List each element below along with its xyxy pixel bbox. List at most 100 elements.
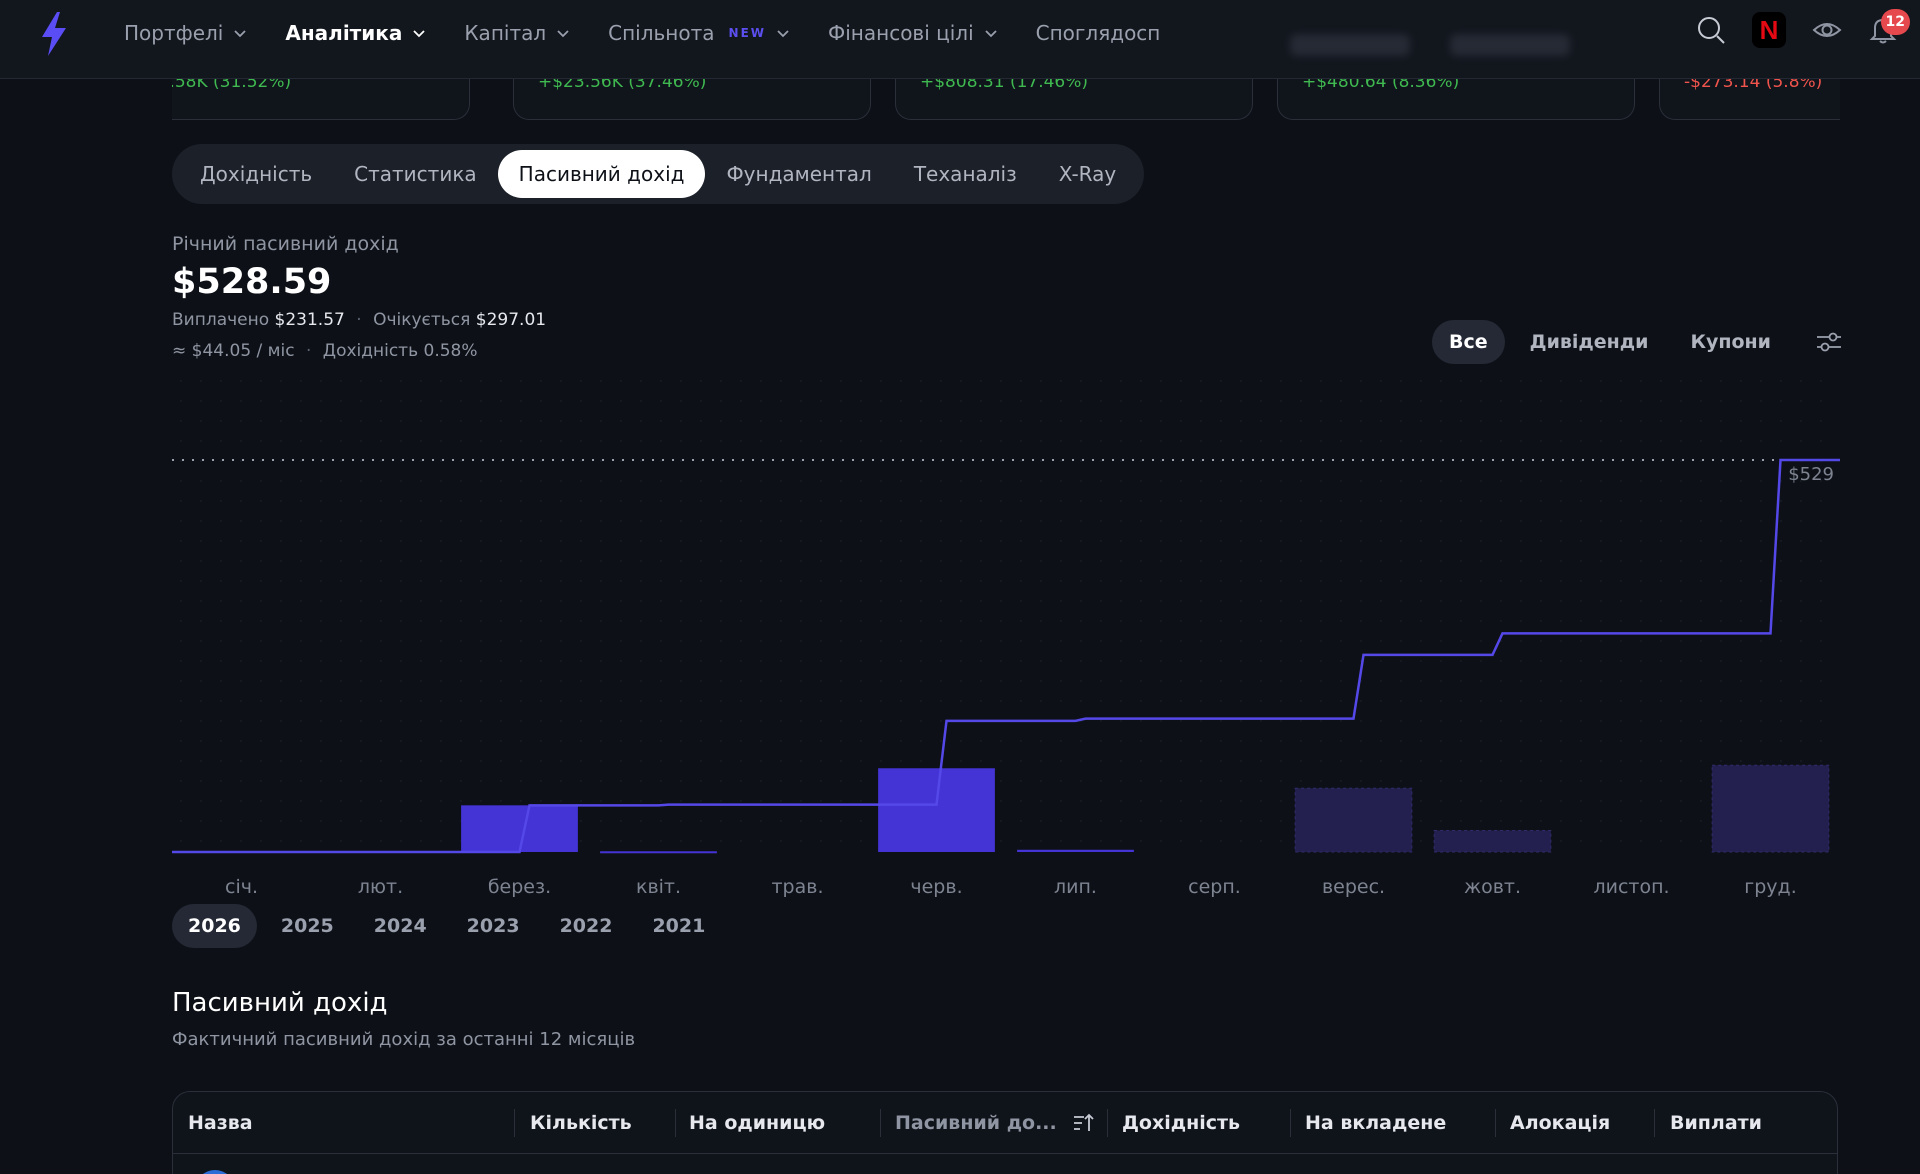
year-selector: 2026 2025 2024 2023 2022 2021 — [172, 904, 721, 948]
eye-icon[interactable] — [1812, 15, 1842, 45]
column-header-name[interactable]: Назва — [188, 1112, 253, 1134]
analytics-tabs: Дохідність Статистика Пасивний дохід Фун… — [172, 144, 1145, 204]
column-divider — [1290, 1109, 1291, 1137]
annual-income-total: $528.59 — [172, 262, 332, 302]
paid-income-bar[interactable] — [1017, 849, 1134, 852]
year-2021[interactable]: 2021 — [652, 915, 706, 937]
notification-count-badge: 12 — [1880, 9, 1910, 35]
nav-capital[interactable]: Капітал — [464, 21, 570, 45]
tab-x-ray[interactable]: X-Ray — [1058, 162, 1117, 186]
passive-income-chart: січ. лют. берез. квіт. трав. черв. лип. серп. ве… — [172, 380, 1840, 898]
column-header-allocation[interactable]: Алокація — [1510, 1112, 1611, 1134]
sort-descending-icon[interactable] — [1072, 1112, 1094, 1134]
tab-passive-income[interactable]: Пасивний дохід — [497, 150, 706, 198]
nav-label: Аналітика — [285, 21, 403, 45]
year-2022[interactable]: 2022 — [559, 915, 613, 937]
bolt-logo-icon[interactable] — [38, 12, 70, 56]
chevron-down-icon — [985, 30, 997, 38]
month-axis-label: лип. — [1054, 876, 1097, 898]
column-divider — [675, 1109, 676, 1137]
chevron-down-icon — [234, 30, 247, 38]
chevron-down-icon — [777, 30, 789, 38]
column-header-payouts[interactable]: Виплати — [1670, 1112, 1762, 1134]
tab-technical-analysis[interactable]: Теханаліз — [913, 162, 1017, 186]
column-divider — [1107, 1109, 1108, 1137]
yield-label: Дохідність — [322, 341, 419, 361]
sliders-settings-icon[interactable] — [1814, 327, 1844, 357]
search-icon[interactable] — [1696, 15, 1726, 45]
income-paid-expected: Виплачено $231.57 · Очікується $297.01 — [172, 310, 546, 330]
section-subtitle: Фактичний пасивний дохід за останні 12 м… — [172, 1029, 636, 1050]
expected-income-bar[interactable] — [1433, 830, 1552, 853]
year-2025[interactable]: 2025 — [280, 915, 334, 937]
nav-label: Споглядосп — [1035, 21, 1161, 45]
filter-dividends[interactable]: Дивіденди — [1529, 331, 1649, 353]
dot-separator: · — [305, 341, 312, 361]
paid-income-bar[interactable] — [461, 805, 578, 852]
expected-label: Очікується — [373, 310, 471, 330]
income-monthly-yield: ≈ $44.05 / міс · Дохідність 0.58% — [172, 341, 478, 361]
expected-value: $297.01 — [475, 310, 547, 330]
month-axis-label: листоп. — [1593, 876, 1669, 898]
nav-label: Портфелі — [124, 21, 224, 45]
netflix-glyph: N — [1759, 14, 1779, 45]
nav-label: Фінансові цілі — [828, 21, 974, 45]
month-axis-label: верес. — [1322, 876, 1385, 898]
monthly-income: ≈ $44.05 / міс — [172, 341, 295, 361]
paid-income-bar[interactable] — [600, 851, 717, 854]
nav-financial-goals[interactable]: Фінансові цілі — [828, 21, 998, 45]
blurred-portfolio-names — [1290, 0, 1570, 79]
month-axis-label: лют. — [358, 876, 403, 898]
top-navigation-bar: Портфелі Аналітика Капітал Спільнота NEW… — [0, 0, 1920, 79]
netflix-icon[interactable]: N — [1752, 12, 1786, 48]
nav-observer[interactable]: Споглядосп — [1036, 21, 1161, 45]
month-axis-label: серп. — [1188, 876, 1241, 898]
paid-income-bar[interactable] — [878, 768, 995, 852]
nav-analytics[interactable]: Аналітика — [285, 21, 426, 45]
month-axis-label: січ. — [225, 876, 258, 898]
column-divider — [514, 1109, 515, 1137]
year-2026[interactable]: 2026 — [172, 904, 257, 948]
chevron-down-icon — [413, 30, 425, 38]
column-header-on-invested[interactable]: На вкладене — [1305, 1112, 1447, 1134]
notifications-button[interactable]: 12 — [1868, 9, 1910, 45]
main-nav: Портфелі Аналітика Капітал Спільнота NEW… — [124, 0, 1198, 66]
passive-income-table: Назва Кількість На одиницю Пасивний до..… — [172, 1091, 1838, 1174]
chevron-down-icon — [557, 30, 569, 38]
month-axis-label: черв. — [910, 876, 962, 898]
expected-income-bar[interactable] — [1711, 764, 1830, 853]
new-badge: NEW — [728, 26, 767, 40]
blurred-text — [1450, 34, 1570, 56]
tab-returns[interactable]: Дохідність — [200, 162, 313, 186]
column-divider — [1654, 1109, 1655, 1137]
year-2023[interactable]: 2023 — [466, 915, 520, 937]
column-divider — [880, 1109, 881, 1137]
expected-income-bar[interactable] — [1294, 787, 1413, 853]
filter-all[interactable]: Все — [1432, 320, 1505, 364]
yield-value: 0.58% — [423, 341, 478, 361]
column-header-per-unit[interactable]: На одиницю — [689, 1112, 826, 1134]
year-2024[interactable]: 2024 — [373, 915, 427, 937]
table-header: Назва Кількість На одиницю Пасивний до..… — [173, 1092, 1837, 1154]
paid-label: Виплачено — [172, 310, 270, 330]
tab-statistics[interactable]: Статистика — [354, 162, 477, 186]
column-header-yield[interactable]: Дохідність — [1122, 1112, 1241, 1134]
nav-portfolios[interactable]: Портфелі — [124, 21, 247, 45]
month-axis-label: груд. — [1744, 876, 1796, 898]
asset-logo — [195, 1170, 235, 1174]
chart-dot-grid — [172, 380, 1840, 852]
blurred-text — [1290, 34, 1410, 56]
nav-community[interactable]: Спільнота NEW — [608, 21, 790, 45]
paid-value: $231.57 — [274, 310, 345, 330]
column-divider — [1495, 1109, 1496, 1137]
month-axis-label: трав. — [771, 876, 823, 898]
header-tools: N 12 — [1696, 9, 1910, 48]
month-axis-label: квіт. — [636, 876, 681, 898]
cumulative-income-line — [172, 458, 1840, 854]
tab-fundamentals[interactable]: Фундаментал — [726, 162, 872, 186]
income-type-filters: Все Дивіденди Купони — [1432, 320, 1844, 364]
filter-coupons[interactable]: Купони — [1690, 331, 1771, 353]
column-header-quantity[interactable]: Кількість — [530, 1112, 632, 1134]
column-header-passive-income[interactable]: Пасивний до... — [895, 1112, 1057, 1134]
max-value-label: $529 — [1788, 464, 1834, 485]
